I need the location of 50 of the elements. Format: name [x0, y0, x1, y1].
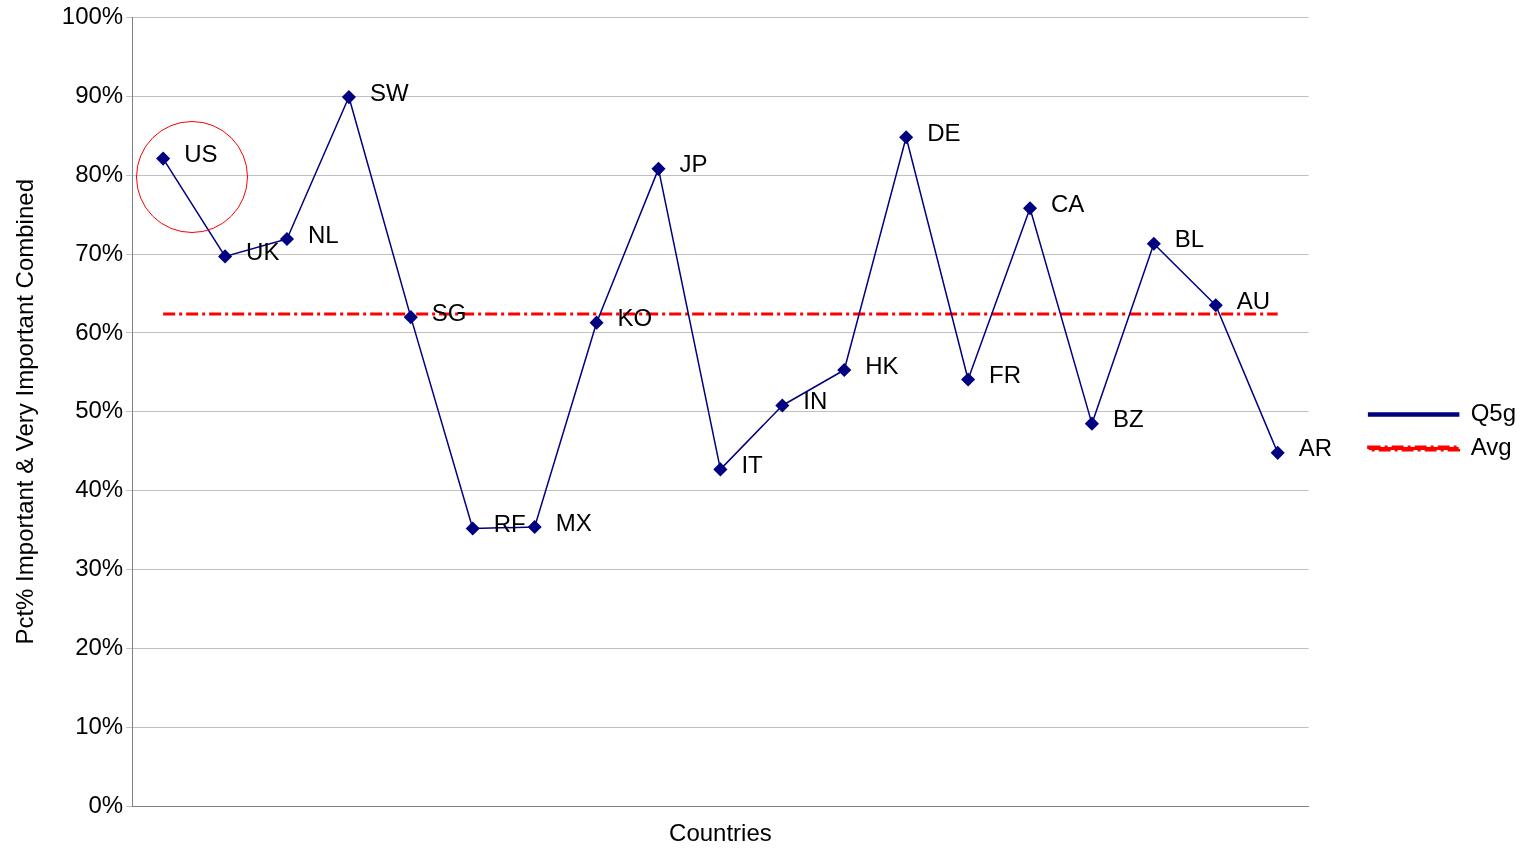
- data-label: NL: [307, 220, 339, 248]
- legend-label: Avg: [1470, 433, 1512, 461]
- y-tick-label: 70%: [75, 238, 124, 266]
- data-label: SW: [369, 78, 409, 106]
- point: [589, 315, 604, 330]
- data-label: MX: [555, 508, 592, 536]
- y-tick-label: 40%: [75, 475, 124, 503]
- point: [527, 520, 542, 534]
- point: [1147, 237, 1161, 251]
- data-label: IT: [741, 451, 764, 479]
- data-label: AU: [1236, 286, 1271, 314]
- y-tick-label: 60%: [75, 317, 124, 345]
- point: [465, 521, 480, 536]
- data-label: CA: [1051, 189, 1085, 217]
- y-tick-label: 80%: [75, 159, 124, 187]
- point: [961, 372, 975, 387]
- x-axis-title: Countries: [669, 819, 772, 847]
- y-tick-label: 0%: [88, 790, 124, 818]
- point: [1023, 201, 1037, 216]
- y-tick-label: 10%: [75, 711, 124, 739]
- point: [1085, 416, 1099, 431]
- point: [1209, 298, 1223, 313]
- point: [899, 130, 913, 145]
- legend-label: Q5g: [1470, 399, 1517, 427]
- point: [218, 249, 232, 264]
- data-label: JP: [679, 150, 708, 178]
- data-label: HK: [865, 351, 899, 379]
- point: [156, 151, 170, 166]
- point: [713, 462, 728, 477]
- y-tick-label: 50%: [75, 396, 124, 424]
- point: [651, 162, 666, 176]
- data-label: IN: [803, 387, 828, 415]
- data-label: UK: [246, 238, 280, 266]
- y-tick-label: 20%: [75, 633, 124, 661]
- y-tick-label: 90%: [75, 80, 124, 108]
- data-label: BZ: [1112, 405, 1144, 433]
- point: [1270, 446, 1285, 460]
- point: [837, 363, 851, 377]
- y-axis-title: Pct% Important & Very Important Combined: [11, 179, 39, 645]
- point: [404, 310, 418, 324]
- point: [342, 90, 356, 104]
- data-label: BL: [1174, 225, 1205, 253]
- data-label: AR: [1298, 434, 1333, 462]
- y-tick-label: 30%: [75, 554, 124, 582]
- data-label: DE: [927, 118, 961, 146]
- point: [280, 232, 294, 246]
- data-label: US: [184, 140, 218, 168]
- point: [775, 398, 790, 413]
- y-tick-label: 100%: [61, 2, 124, 30]
- data-label: FR: [989, 361, 1022, 389]
